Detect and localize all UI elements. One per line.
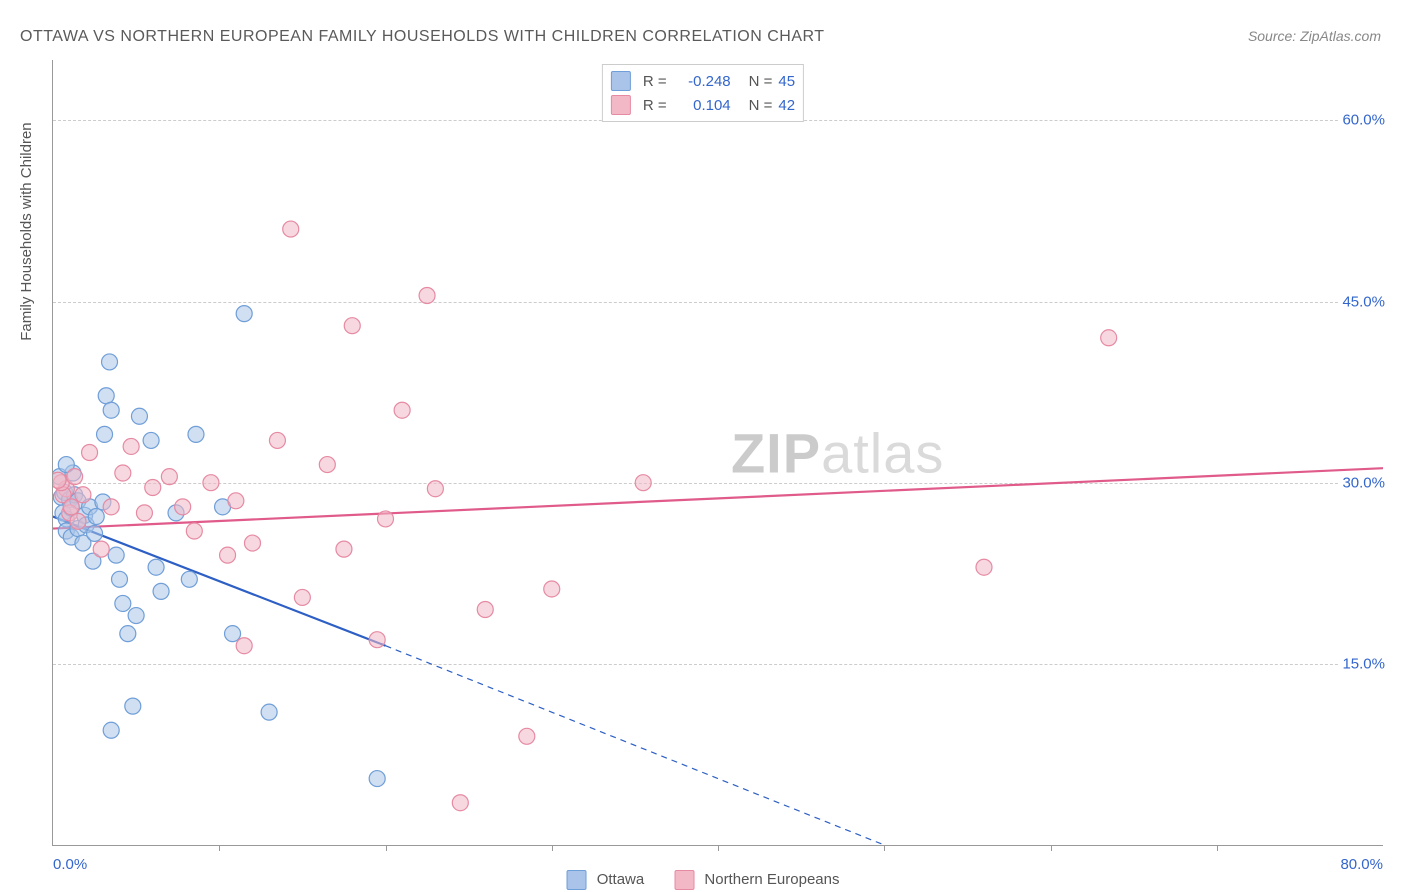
x-axis-min-label: 0.0% bbox=[53, 856, 87, 873]
r-value-northern: 0.104 bbox=[673, 97, 731, 114]
n-label: N = bbox=[749, 73, 773, 90]
n-value-northern: 42 bbox=[778, 97, 795, 114]
stats-legend-row-northern: R = 0.104 N = 42 bbox=[611, 93, 795, 117]
stats-swatch-ottawa bbox=[611, 71, 631, 91]
series-legend: Ottawa Northern Europeans bbox=[567, 870, 840, 890]
stats-swatch-northern bbox=[611, 95, 631, 115]
n-value-ottawa: 45 bbox=[778, 73, 795, 90]
scatter-plot-svg bbox=[53, 60, 1383, 845]
source-attribution: Source: ZipAtlas.com bbox=[1248, 28, 1381, 44]
legend-item-ottawa: Ottawa bbox=[567, 870, 645, 890]
chart-title: OTTAWA VS NORTHERN EUROPEAN FAMILY HOUSE… bbox=[20, 28, 825, 46]
y-axis-title: Family Households with Children bbox=[18, 122, 35, 340]
legend-label-northern: Northern Europeans bbox=[704, 871, 839, 888]
legend-item-northern: Northern Europeans bbox=[674, 870, 839, 890]
legend-label-ottawa: Ottawa bbox=[597, 871, 645, 888]
stats-legend-row-ottawa: R = -0.248 N = 45 bbox=[611, 69, 795, 93]
plot-area: ZIPatlas 0.0% 80.0% 15.0%30.0%45.0%60.0% bbox=[52, 60, 1383, 846]
legend-swatch-northern bbox=[674, 870, 694, 890]
n-label: N = bbox=[749, 97, 773, 114]
x-axis-max-label: 80.0% bbox=[1340, 856, 1383, 873]
r-value-ottawa: -0.248 bbox=[673, 73, 731, 90]
legend-swatch-ottawa bbox=[567, 870, 587, 890]
r-label: R = bbox=[643, 73, 667, 90]
r-label: R = bbox=[643, 97, 667, 114]
stats-legend: R = -0.248 N = 45 R = 0.104 N = 42 bbox=[602, 64, 804, 122]
